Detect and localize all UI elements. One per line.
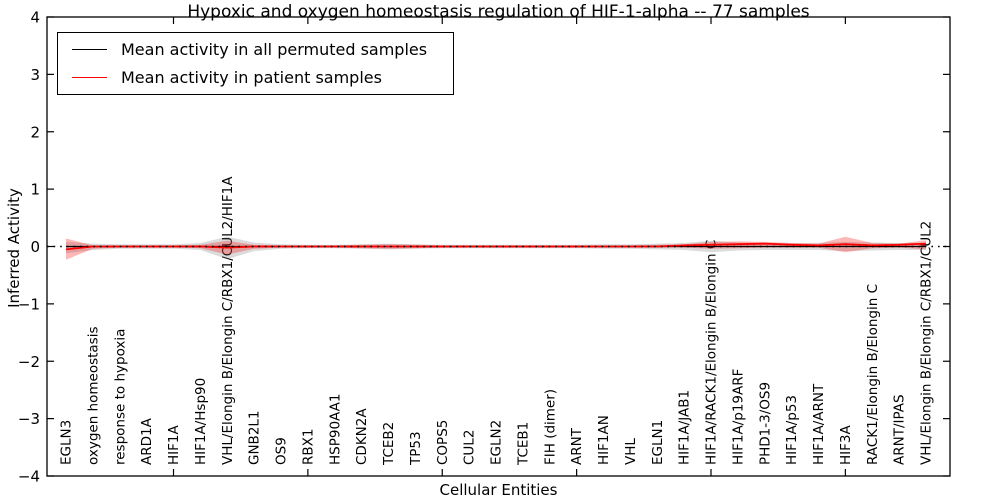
- x-tick-label: HIF1A/p53: [784, 395, 800, 465]
- legend-entry-permuted: Mean activity in all permuted samples: [72, 40, 427, 59]
- x-tick-label: HIF1A: [166, 425, 182, 465]
- y-axis-label: Inferred Activity: [5, 188, 23, 308]
- x-tick-label: EGLN3: [59, 420, 75, 465]
- x-tick-label: HIF1A/RACK1/Elongin B/Elongin C: [704, 240, 720, 465]
- x-tick-label: HSP90AA1: [327, 394, 343, 465]
- x-tick-label: HIF1A/p19ARF: [730, 369, 746, 465]
- x-tick-label: CDKN2A: [354, 408, 370, 465]
- x-tick-label: RBX1: [300, 429, 316, 465]
- x-tick-label: RACK1/Elongin B/Elongin C: [865, 284, 881, 465]
- patient-confidence-band: [66, 236, 926, 260]
- x-tick-label: HIF1AN: [596, 415, 612, 465]
- y-tick-label: 1: [30, 181, 40, 199]
- x-tick-label: TCEB2: [381, 422, 397, 466]
- x-tick-label: HIF1A/ARNT: [811, 383, 827, 465]
- x-tick-label: HIF1A/JAB1: [677, 390, 693, 465]
- x-tick-label: COPS5: [435, 420, 451, 465]
- permuted-line-swatch: [72, 49, 107, 50]
- y-tick-label: 4: [30, 9, 40, 27]
- x-tick-label: VHL/Elongin B/Elongin C/RBX1/CUL2/HIF1A: [220, 176, 236, 465]
- y-tick-label: 2: [30, 123, 40, 141]
- x-tick-label: HIF1A/Hsp90: [193, 378, 209, 465]
- x-tick-label: PHD1-3/OS9: [757, 382, 773, 465]
- x-tick-label: EGLN2: [489, 420, 505, 465]
- legend-entry-patient: Mean activity in patient samples: [72, 68, 427, 87]
- y-tick-label: −2: [18, 353, 40, 371]
- x-axis-label: Cellular Entities: [439, 481, 558, 499]
- y-tick-label: −4: [18, 468, 40, 486]
- legend-label-permuted: Mean activity in all permuted samples: [121, 40, 428, 59]
- x-tick-label: FIH (dimer): [542, 389, 558, 465]
- legend-label-patient: Mean activity in patient samples: [121, 68, 382, 87]
- y-tick-label: −1: [18, 295, 40, 313]
- x-tick-label: VHL/Elongin B/Elongin C/RBX1/CUL2: [919, 221, 935, 465]
- x-tick-label: VHL: [623, 438, 639, 465]
- x-tick-label: TCEB1: [515, 422, 531, 466]
- y-tick-label: −3: [18, 410, 40, 428]
- x-tick-label: CUL2: [462, 430, 478, 465]
- y-tick-label: 3: [30, 66, 40, 84]
- x-tick-label: ARNT/IPAS: [892, 394, 908, 465]
- x-tick-label: TP53: [408, 431, 424, 466]
- x-tick-label: ARD1A: [139, 417, 155, 465]
- x-tick-label: HIF3A: [838, 425, 854, 465]
- x-tick-label: GNB2L1: [247, 410, 263, 465]
- x-tick-label: response to hypoxia: [112, 329, 128, 465]
- x-tick-label: OS9: [274, 437, 290, 465]
- x-tick-label: ARNT: [569, 427, 585, 465]
- x-tick-label: EGLN1: [650, 420, 666, 465]
- y-tick-label: 0: [30, 238, 40, 256]
- patient-line-swatch: [72, 77, 107, 78]
- legend: Mean activity in all permuted samples Me…: [57, 32, 455, 95]
- x-tick-label: oxygen homeostasis: [85, 327, 101, 466]
- permuted-confidence-band: [66, 236, 926, 260]
